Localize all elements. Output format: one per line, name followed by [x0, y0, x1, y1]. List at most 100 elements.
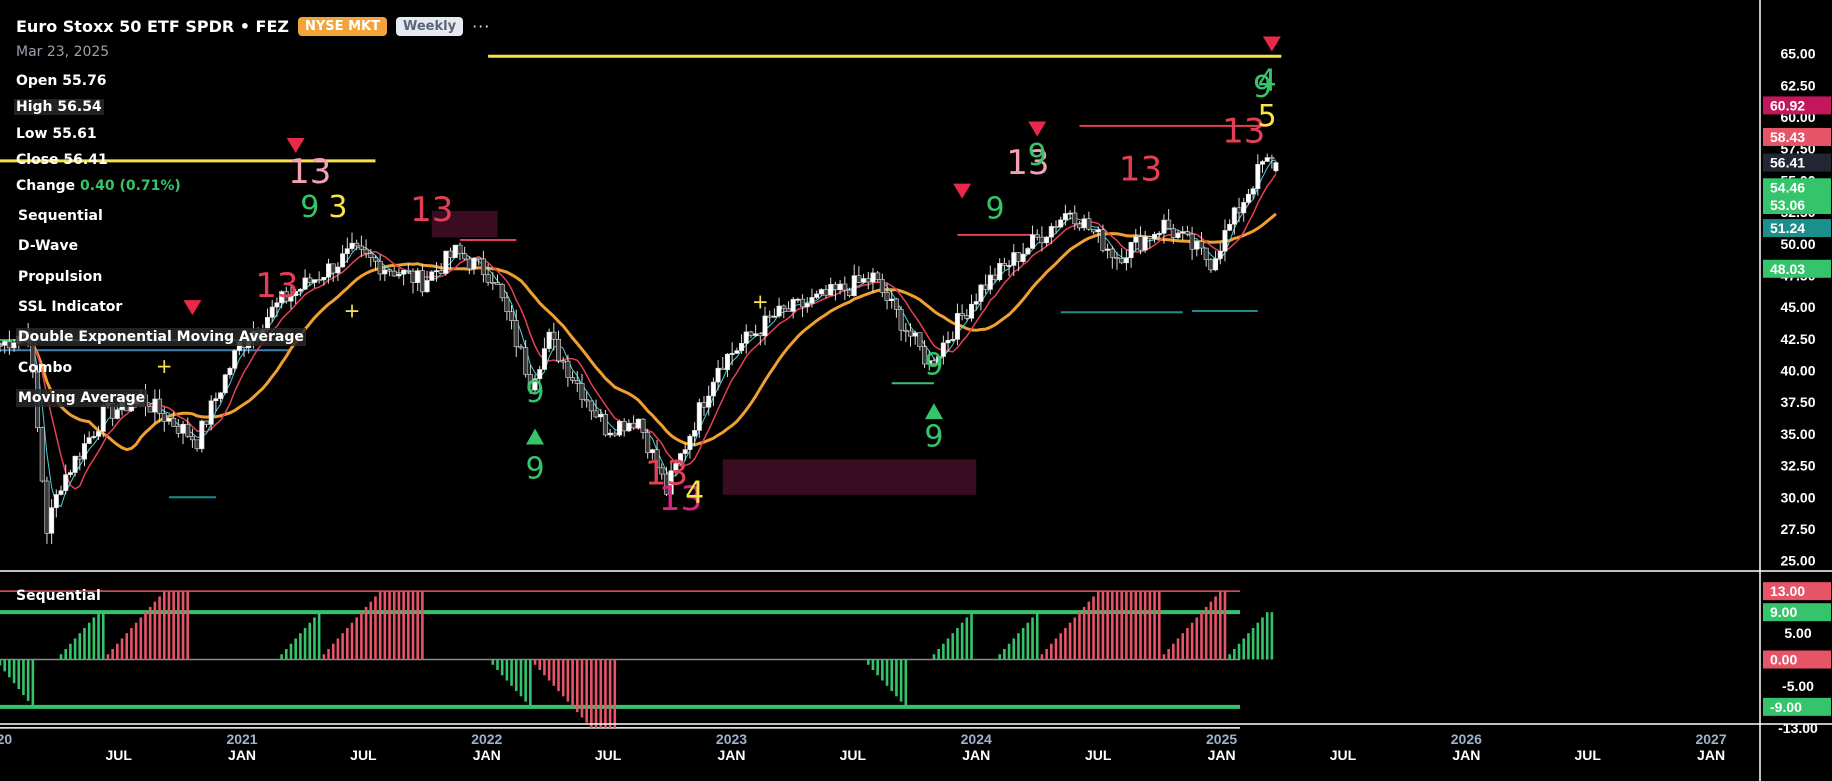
candle-body [523, 347, 529, 375]
price-label-value: 56.41 [1770, 155, 1805, 171]
sequential-bar [26, 659, 30, 701]
candle-body [175, 425, 181, 434]
candle-body [851, 275, 857, 296]
candle-body [466, 258, 472, 270]
sequential-bar [1153, 591, 1156, 660]
sequential-bar [1059, 633, 1062, 660]
candle-body [922, 346, 928, 365]
sequential-bar [83, 627, 86, 660]
candle-body [945, 340, 951, 344]
sequential-bar [411, 591, 415, 660]
candle-body [410, 270, 416, 283]
candle-body [232, 350, 238, 369]
indicator-ssl[interactable]: SSL Indicator [18, 299, 123, 315]
sequential-bar [1003, 649, 1006, 660]
candle-body [748, 331, 754, 336]
candle-body [551, 331, 557, 340]
candle-body [204, 420, 210, 425]
sequential-bar [590, 659, 593, 728]
indicator-d-wave[interactable]: D-Wave [18, 238, 79, 254]
candle-body [602, 413, 608, 436]
sequential-bar [1256, 622, 1260, 660]
candle-body [912, 332, 918, 337]
sequential-bar [120, 638, 124, 660]
sell-triangle-icon [1262, 36, 1281, 52]
sequential-tick-label: -13.00 [1778, 720, 1818, 736]
sequential-bar [543, 659, 546, 676]
candle-body [720, 367, 726, 371]
sequential-bar [111, 649, 114, 660]
sell-triangle-icon [953, 183, 972, 199]
candle-body [734, 350, 740, 354]
time-tick-label: JAN [962, 747, 990, 763]
candle-body [1273, 162, 1279, 172]
candle-body [387, 269, 393, 272]
interval-badge[interactable]: Weekly [395, 16, 464, 36]
candle-body [1142, 236, 1148, 251]
price-tick-label: 40.00 [1780, 363, 1815, 379]
candle-body [96, 431, 102, 437]
candle-body [419, 270, 425, 293]
sequential-bar [17, 659, 21, 690]
indicator-combo[interactable]: Combo [18, 360, 73, 376]
sequential-bar [580, 659, 584, 718]
sequential-bar [78, 633, 82, 660]
sequential-bar [1120, 591, 1124, 660]
sequential-bar [1209, 601, 1213, 660]
candle-body [307, 277, 313, 283]
sequential-bar [1078, 612, 1081, 660]
candle-body [504, 297, 510, 312]
candle-body [992, 274, 998, 281]
candle-body [396, 273, 402, 277]
sequential-label-value: 0.00 [1770, 652, 1797, 668]
indicator-dema[interactable]: Double Exponential Moving Average [16, 328, 306, 346]
sequential-bar [500, 659, 504, 676]
sequential-bar [538, 659, 542, 671]
indicator-sequential[interactable]: Sequential [18, 208, 103, 224]
sequential-bar [1087, 601, 1091, 660]
indicator-propulsion[interactable]: Propulsion [18, 269, 103, 285]
price-label-value: 54.46 [1770, 179, 1805, 195]
candle-body [649, 449, 655, 454]
candle-body [1039, 236, 1045, 244]
sequential-bar [1026, 622, 1030, 660]
candle-body [326, 263, 332, 278]
candle-body [49, 507, 55, 534]
candle-body [1105, 248, 1111, 251]
sequential-bar [871, 659, 875, 671]
close-readout: Close 56.41 [16, 152, 108, 168]
sequential-bar [1021, 627, 1025, 660]
candle-body [837, 283, 843, 291]
sequential-bar [533, 659, 537, 665]
sequential-label-value: 9.00 [1770, 604, 1797, 620]
supply-zone [431, 210, 498, 238]
sequential-bar [317, 612, 321, 660]
sequential-bar [280, 654, 283, 660]
candle-body [91, 436, 97, 438]
candle-body [753, 333, 759, 336]
candle-body [584, 399, 590, 402]
sequential-bar [1223, 591, 1227, 660]
candle-body [781, 305, 787, 310]
indicator-moving-average[interactable]: Moving Average [16, 389, 148, 407]
sequential-label-box [1763, 650, 1831, 669]
sequential-bar [12, 659, 16, 684]
sequential-bar [1172, 643, 1175, 660]
candle-body [429, 271, 435, 281]
candle-body [494, 282, 500, 285]
sequential-bar [1129, 591, 1133, 660]
supply-zone [722, 459, 977, 495]
sequential-bar [130, 627, 133, 660]
sequential-bar [416, 591, 420, 660]
sequential-bar [0, 659, 2, 666]
sequential-count-label: 13 [645, 454, 688, 494]
candle-body [1109, 248, 1115, 258]
high-label: High [16, 99, 53, 115]
candle-body [659, 467, 665, 475]
candle-body [1095, 229, 1101, 233]
more-options-icon[interactable]: ··· [472, 16, 491, 36]
sequential-count-label: 5 [1258, 99, 1277, 134]
candle-body [1067, 212, 1073, 215]
candle-body [1152, 233, 1158, 240]
